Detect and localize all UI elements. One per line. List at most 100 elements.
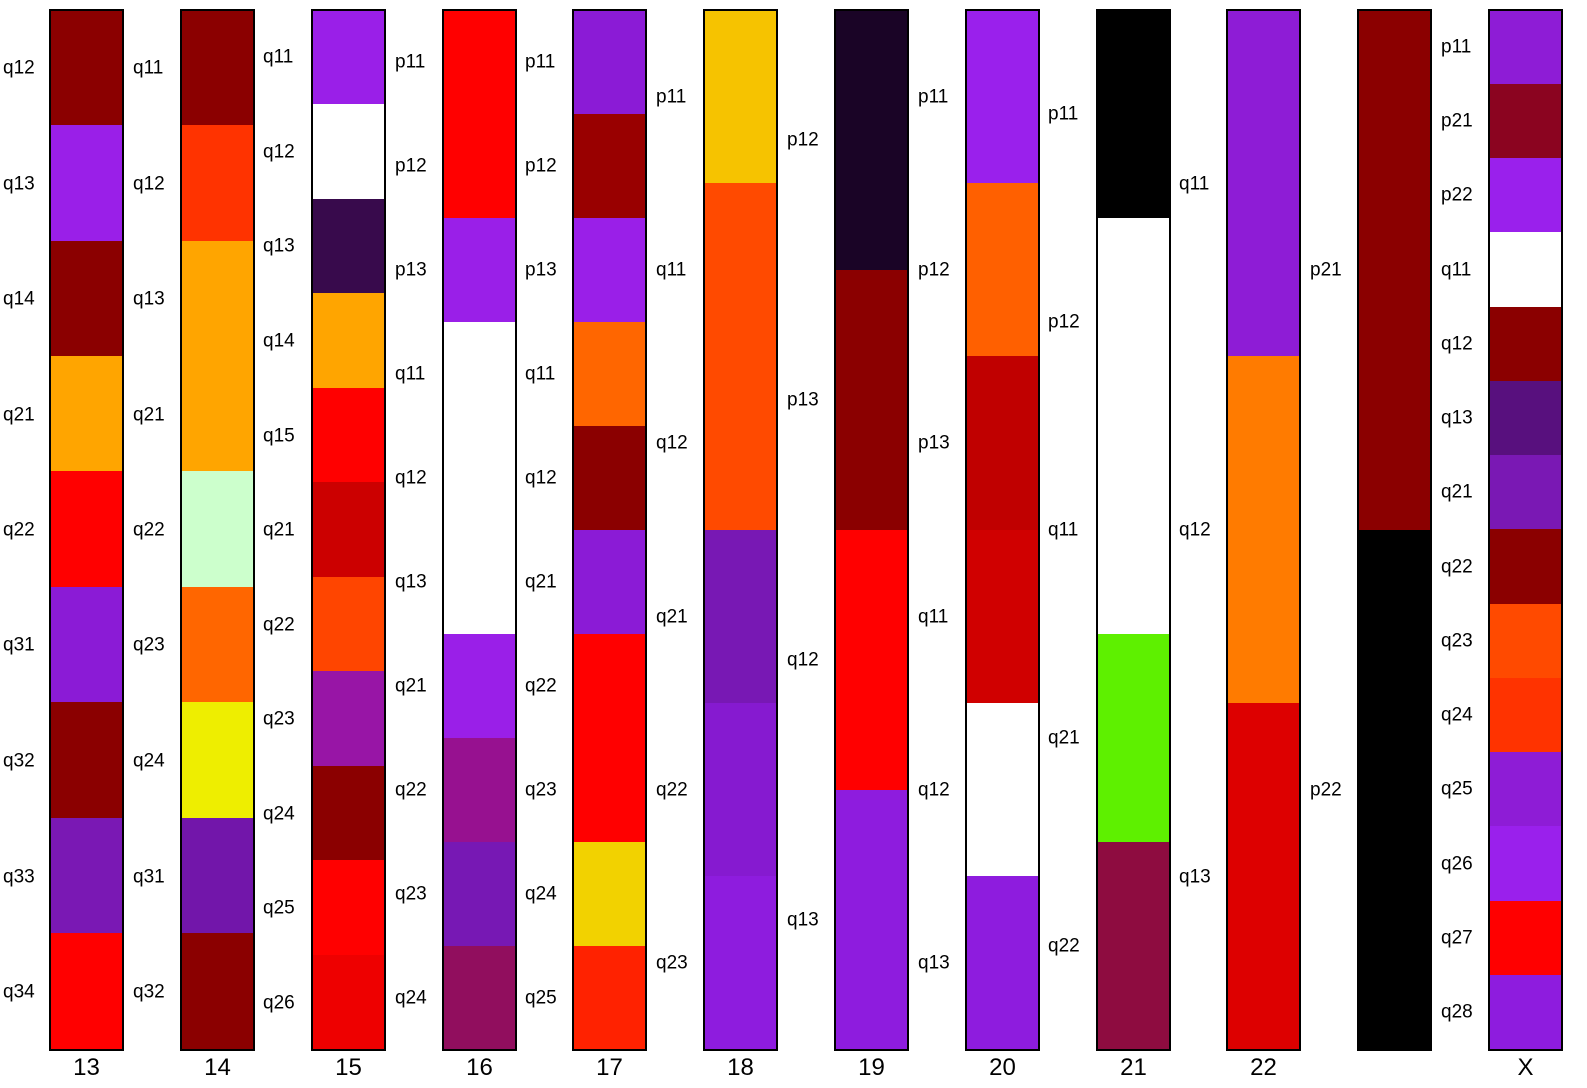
chromosome-band (312, 388, 385, 482)
chromosome-band (443, 842, 516, 946)
band-label: p22 (1441, 184, 1473, 206)
chromosome-band (312, 577, 385, 671)
chromosome-band (573, 946, 646, 1050)
chromosome-band (966, 703, 1039, 876)
chromosome-band (835, 270, 908, 530)
chromosome-band (1489, 826, 1562, 901)
chromosome-band (1489, 232, 1562, 307)
band-label: q22 (263, 614, 295, 636)
chromosome-band (443, 426, 516, 530)
band-label: q21 (263, 519, 295, 541)
band-label: q11 (1179, 173, 1210, 195)
band-label: q22 (133, 519, 165, 541)
chromosome-band (1489, 678, 1562, 752)
chromosome-label: 14 (204, 1054, 231, 1081)
chromosome-band (181, 241, 254, 356)
band-label: q12 (395, 467, 427, 489)
chromosome-label: X (1517, 1054, 1534, 1081)
chromosome-band (1227, 10, 1300, 356)
chromosome-label: 15 (335, 1054, 362, 1081)
chromosome-band (1097, 218, 1170, 426)
chromosome-label: 17 (596, 1054, 623, 1081)
band-label: q11 (1441, 259, 1472, 281)
band-label: p11 (1441, 36, 1472, 58)
band-label: q13 (395, 571, 427, 593)
band-label: q12 (1441, 333, 1473, 355)
chromosome-band (1489, 901, 1562, 975)
band-label: p13 (525, 259, 557, 281)
band-label: q11 (395, 363, 426, 385)
band-label: p21 (1310, 259, 1342, 281)
band-label: q13 (1179, 866, 1211, 888)
band-label: q24 (263, 803, 295, 825)
chromosome-band (1097, 842, 1170, 1050)
band-label: q25 (1441, 778, 1473, 800)
chromosome-band (312, 860, 385, 955)
chromosome-band (573, 634, 646, 738)
chromosome-band (181, 702, 254, 818)
band-label: p13 (918, 432, 950, 454)
band-label: q31 (133, 866, 165, 888)
chromosome-band (1489, 307, 1562, 381)
band-label: p12 (525, 155, 557, 177)
band-label: p12 (1048, 311, 1080, 333)
chromosome-band (573, 426, 646, 530)
chromosome-band (835, 530, 908, 790)
band-label: q23 (395, 883, 427, 905)
band-label: q23 (263, 708, 295, 730)
chromosome-band (312, 766, 385, 860)
chromosome-band (443, 530, 516, 634)
chromosome-band (1227, 356, 1300, 703)
band-label: q13 (918, 952, 950, 974)
chromosome-band (50, 587, 123, 702)
chromosome-band (1358, 530, 1431, 1050)
band-label: p12 (787, 129, 819, 151)
chromosome-label: 20 (989, 1054, 1016, 1081)
band-label: q12 (133, 173, 165, 195)
chromosome-band (1489, 84, 1562, 158)
band-label: q13 (263, 235, 295, 257)
chromosome-band (1097, 10, 1170, 218)
chromosome-band (704, 530, 777, 703)
band-label: q25 (525, 987, 557, 1009)
chromosome-band (1489, 455, 1562, 529)
chromosome-band (1489, 975, 1562, 1050)
band-label: q27 (1441, 927, 1473, 949)
chromosome-band (50, 702, 123, 818)
band-label: q14 (3, 288, 35, 310)
band-label: q22 (3, 519, 35, 541)
chromosome-band (1097, 634, 1170, 842)
chromosome-band (312, 10, 385, 104)
chromosome-band (966, 10, 1039, 183)
chromosome-band (50, 356, 123, 471)
band-label: q21 (395, 675, 427, 697)
band-label: q14 (263, 330, 295, 352)
chromosome-band (312, 482, 385, 577)
chromosome-label: 13 (73, 1054, 100, 1081)
chromosome-label: 21 (1120, 1054, 1147, 1081)
chromosome-band (704, 703, 777, 876)
band-label: q22 (1048, 935, 1080, 957)
chromosome-band (573, 738, 646, 842)
chromosome-band (443, 634, 516, 738)
band-label: q21 (656, 606, 688, 628)
chromosome-band (1489, 10, 1562, 84)
band-label: q11 (525, 363, 556, 385)
band-label: q25 (263, 897, 295, 919)
chromosome-band (966, 876, 1039, 1050)
chromosome-band (181, 587, 254, 702)
band-label: q22 (1441, 556, 1473, 578)
band-label: p22 (1310, 779, 1342, 801)
band-label: q12 (918, 779, 950, 801)
chromosome-band (1489, 381, 1562, 455)
band-label: q24 (133, 750, 165, 772)
band-label: q24 (525, 883, 557, 905)
chromosome-label: 16 (466, 1054, 493, 1081)
band-label: q21 (3, 404, 35, 426)
chromosome-band (704, 876, 777, 1050)
band-label: q13 (133, 288, 165, 310)
band-label: q21 (133, 404, 165, 426)
chromosome-band (443, 10, 516, 218)
band-label: q23 (133, 634, 165, 656)
band-label: q13 (1441, 407, 1473, 429)
